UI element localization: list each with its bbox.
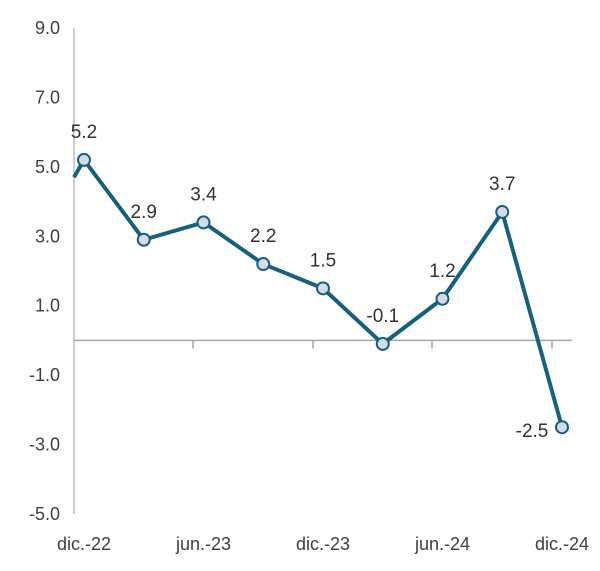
x-tick-label: dic.-22: [57, 534, 111, 554]
y-tick-label: -5.0: [29, 504, 60, 524]
data-label: 3.7: [489, 174, 515, 195]
y-tick-labels: 9.0 7.0 5.0 3.0 1.0 -1.0 -3.0 -5.0: [29, 18, 60, 524]
x-tick-labels: dic.-22 jun.-23 dic.-23 jun.-24 dic.-24: [57, 534, 589, 554]
data-label: 2.9: [131, 202, 157, 223]
y-tick-label: -1.0: [29, 365, 60, 385]
data-label: -0.1: [366, 306, 399, 327]
y-tick-label: 5.0: [35, 157, 60, 177]
x-tick-label: jun.-23: [175, 534, 231, 554]
data-label: 2.2: [250, 226, 276, 247]
data-point: [256, 257, 271, 272]
axes: [73, 28, 572, 514]
data-label: -2.5: [516, 421, 549, 442]
y-tick-label: 7.0: [35, 87, 60, 107]
data-point: [136, 232, 151, 247]
x-tick-label: jun.-24: [414, 534, 470, 554]
data-point: [316, 281, 330, 296]
data-label: 1.2: [429, 261, 455, 282]
data-point: [375, 336, 390, 351]
y-tick-label: 1.0: [35, 296, 60, 316]
data-points: [77, 152, 569, 435]
data-label: 1.5: [310, 250, 336, 271]
data-label: 5.2: [71, 122, 97, 143]
y-tick-label: -3.0: [29, 435, 60, 455]
data-point: [77, 152, 91, 167]
data-labels: 5.2 2.9 3.4 2.2 1.5 -0.1 1.2 3.7 -2.5: [71, 122, 549, 442]
data-point: [495, 204, 510, 219]
data-label: 3.4: [190, 184, 217, 205]
data-point: [435, 291, 450, 306]
data-point: [196, 215, 211, 230]
series-line: [72, 157, 564, 428]
x-tick-label: dic.-23: [296, 534, 350, 554]
x-tick-label: dic.-24: [535, 534, 589, 554]
x-tick-marks: [192, 340, 553, 349]
data-point: [555, 420, 569, 435]
y-tick-label: 3.0: [35, 226, 60, 246]
y-tick-label: 9.0: [35, 18, 60, 38]
